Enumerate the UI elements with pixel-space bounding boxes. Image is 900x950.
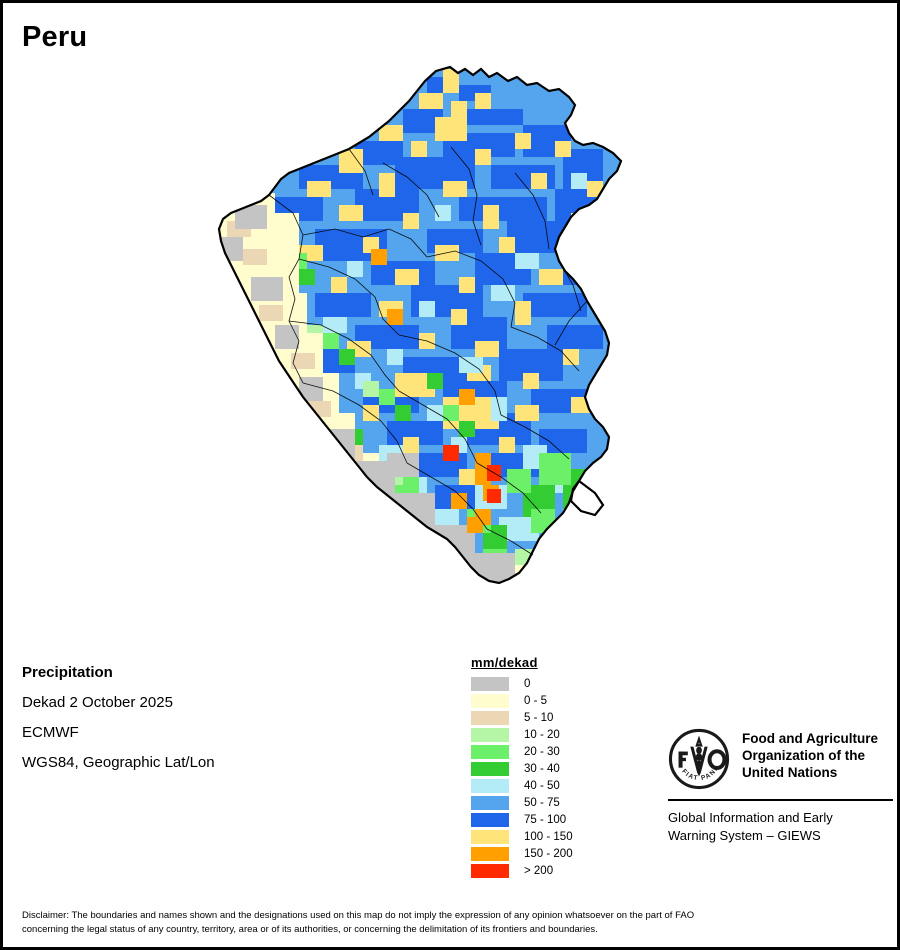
legend-row: 20 - 30 bbox=[471, 743, 573, 760]
legend-swatch bbox=[471, 829, 509, 844]
legend-swatch bbox=[471, 744, 509, 759]
legend-label: 5 - 10 bbox=[524, 711, 554, 724]
legend-row: 150 - 200 bbox=[471, 845, 573, 862]
metadata-projection: WGS84, Geographic Lat/Lon bbox=[22, 754, 215, 771]
disclaimer-line-2: concerning the legal status of any count… bbox=[22, 923, 598, 935]
metadata-variable: Precipitation bbox=[22, 664, 113, 681]
legend-label: 0 bbox=[524, 677, 531, 690]
legend-swatch bbox=[471, 863, 509, 878]
legend-label: > 200 bbox=[524, 864, 554, 877]
map-metadata: Precipitation Dekad 2 October 2025 ECMWF… bbox=[22, 658, 422, 778]
legend-swatch bbox=[471, 846, 509, 861]
legend-swatch bbox=[471, 676, 509, 691]
map-legend: mm/dekad 0 0 - 5 5 - 10 10 - 20 20 - 30 30 - … bbox=[471, 655, 573, 879]
admin-boundaries bbox=[268, 146, 588, 556]
legend-row: 0 - 5 bbox=[471, 692, 573, 709]
legend-swatch bbox=[471, 778, 509, 793]
country-outline bbox=[217, 65, 623, 585]
fao-branding: FIAT PANIS Food and Agriculture Organiza… bbox=[665, 723, 893, 845]
page-title: Peru bbox=[22, 21, 88, 53]
legend-row: 0 bbox=[471, 675, 573, 692]
metadata-period: Dekad 2 October 2025 bbox=[22, 694, 173, 711]
legend-label: 100 - 150 bbox=[524, 830, 573, 843]
legend-swatch bbox=[471, 710, 509, 725]
giews-subtitle: Global Information and Early Warning Sys… bbox=[668, 809, 893, 845]
legend-row: 30 - 40 bbox=[471, 760, 573, 777]
disclaimer: Disclaimer: The boundaries and names sho… bbox=[22, 909, 882, 936]
legend-title: mm/dekad bbox=[471, 655, 538, 670]
disclaimer-line-1: Disclaimer: The boundaries and names sho… bbox=[22, 910, 695, 921]
legend-label: 150 - 200 bbox=[524, 847, 573, 860]
fao-name-line-2: Organization of the bbox=[742, 748, 865, 763]
legend-label: 30 - 40 bbox=[524, 762, 560, 775]
legend-swatch bbox=[471, 761, 509, 776]
legend-label: 75 - 100 bbox=[524, 813, 567, 826]
legend-row: 10 - 20 bbox=[471, 726, 573, 743]
legend-swatch bbox=[471, 693, 509, 708]
precipitation-map bbox=[3, 53, 897, 633]
legend-row: 50 - 75 bbox=[471, 794, 573, 811]
fao-divider bbox=[668, 799, 893, 801]
fao-name-line-3: United Nations bbox=[742, 765, 838, 780]
legend-label: 10 - 20 bbox=[524, 728, 560, 741]
legend-row: > 200 bbox=[471, 862, 573, 879]
legend-label: 0 - 5 bbox=[524, 694, 548, 707]
legend-row: 75 - 100 bbox=[471, 811, 573, 828]
legend-swatch bbox=[471, 727, 509, 742]
legend-label: 20 - 30 bbox=[524, 745, 560, 758]
legend-row: 40 - 50 bbox=[471, 777, 573, 794]
legend-swatch bbox=[471, 795, 509, 810]
fao-organization-name: Food and Agriculture Organization of the… bbox=[742, 728, 878, 781]
legend-swatch bbox=[471, 812, 509, 827]
fao-name-line-1: Food and Agriculture bbox=[742, 731, 878, 746]
giews-line-1: Global Information and Early bbox=[668, 810, 833, 825]
legend-label: 40 - 50 bbox=[524, 779, 560, 792]
metadata-source: ECMWF bbox=[22, 724, 79, 741]
legend-row: 100 - 150 bbox=[471, 828, 573, 845]
fao-wheat-emblem-icon: FIAT PANIS bbox=[665, 723, 730, 790]
lake-titicaca-outline bbox=[569, 479, 605, 517]
legend-row: 5 - 10 bbox=[471, 709, 573, 726]
legend-label: 50 - 75 bbox=[524, 796, 560, 809]
legend-items: 0 0 - 5 5 - 10 10 - 20 20 - 30 30 - 40 40 - 50… bbox=[471, 675, 573, 879]
giews-line-2: Warning System – GIEWS bbox=[668, 828, 821, 843]
